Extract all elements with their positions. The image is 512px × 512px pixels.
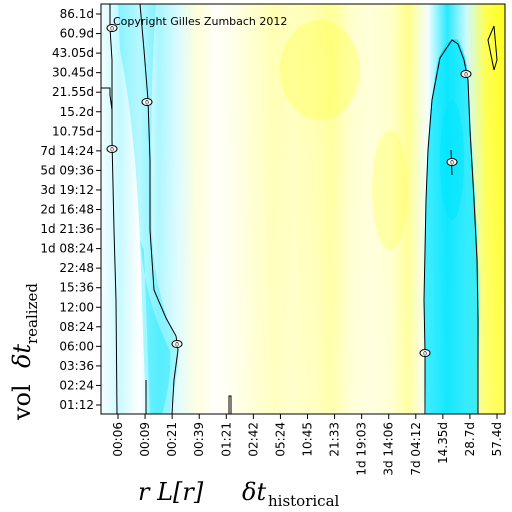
y-axis-title-symbol: δt bbox=[8, 344, 36, 368]
x-axis-title-symbol: δt bbox=[242, 478, 266, 506]
y-axis-title-subscript: realized bbox=[23, 283, 41, 344]
copyright-annotation: Copyright Gilles Zumbach 2012 bbox=[113, 15, 287, 28]
x-axis-title-subscript: historical bbox=[268, 492, 340, 510]
x-tick-label: 28.7d bbox=[463, 422, 477, 456]
x-tick-label: 7d 04:12 bbox=[409, 422, 423, 476]
contour-label bbox=[141, 98, 153, 106]
contour-label bbox=[446, 158, 458, 166]
y-tick-label: 02:24 bbox=[59, 378, 94, 392]
y-tick-label: 60.9d bbox=[60, 27, 94, 41]
contour-label bbox=[460, 70, 472, 78]
y-tick-label: 08:24 bbox=[59, 320, 94, 334]
y-tick-label: 15:36 bbox=[59, 281, 94, 295]
x-tick-label: 00:09 bbox=[138, 422, 152, 457]
y-tick-label: 43.05d bbox=[52, 46, 94, 60]
y-tick-label: 06:00 bbox=[59, 339, 94, 353]
x-tick-label: 00:06 bbox=[111, 422, 125, 457]
x-tick-label: 01:21 bbox=[219, 422, 233, 457]
y-axis: 01:12 02:24 03:36 06:00 08:24 12:00 15:36 22:48… bbox=[40, 7, 101, 412]
contour-label-text: 0 bbox=[464, 72, 468, 79]
y-tick-label: 21.55d bbox=[52, 85, 94, 99]
contour-line bbox=[101, 87, 113, 111]
y-tick-label: 3d 19:12 bbox=[40, 183, 94, 197]
contour-markers: 0 0 0 0 0 0 0 bbox=[106, 24, 472, 358]
contour-label bbox=[106, 145, 118, 153]
x-tick-label: 3d 14:06 bbox=[382, 422, 396, 476]
y-tick-label: 1d 21:36 bbox=[40, 222, 94, 236]
y-tick-label: 15.2d bbox=[60, 105, 94, 119]
contour-label-text: 0 bbox=[450, 160, 454, 167]
contour-region-left-core bbox=[140, 240, 171, 414]
y-tick-label: 86.1d bbox=[60, 7, 94, 21]
contour-label-text: 0 bbox=[110, 26, 114, 33]
y-tick-label: 10.75d bbox=[52, 124, 94, 138]
x-tick-label: 14.35d bbox=[436, 422, 450, 464]
y-tick-label: 2d 16:48 bbox=[40, 203, 94, 217]
contour-label-text: 0 bbox=[175, 342, 179, 349]
x-axis-title: r L[r] δt historical bbox=[138, 478, 340, 510]
x-tick-label: 57.4d bbox=[490, 422, 504, 456]
y-tick-label: 5d 09:36 bbox=[40, 163, 94, 177]
heatmap-hotspot bbox=[372, 130, 408, 250]
y-tick-label: 22:48 bbox=[59, 261, 94, 275]
contour-line bbox=[423, 39, 479, 414]
y-tick-label: 01:12 bbox=[59, 398, 94, 412]
y-tick-label: 30.45d bbox=[52, 66, 94, 80]
x-tick-label: 02:42 bbox=[246, 422, 260, 457]
x-tick-label: 05:24 bbox=[273, 422, 287, 457]
x-tick-label: 00:39 bbox=[192, 422, 206, 457]
y-tick-label: 1d 08:24 bbox=[40, 242, 94, 256]
contour-line bbox=[228, 395, 232, 414]
x-axis-title-prefix: r L[r] bbox=[138, 478, 204, 506]
x-tick-label: 10:45 bbox=[301, 422, 315, 457]
heatmap-hotspot bbox=[280, 20, 360, 120]
x-tick-label: 21:33 bbox=[328, 422, 342, 457]
contour-line bbox=[139, 4, 179, 414]
y-tick-label: 7d 14:24 bbox=[40, 144, 94, 158]
y-tick-label: 03:36 bbox=[59, 359, 94, 373]
x-axis: 00:06 00:09 00:21 00:39 01:21 02:42 05:24 10:45… bbox=[111, 414, 504, 476]
contour-line bbox=[487, 25, 498, 71]
contour-label bbox=[171, 340, 183, 348]
contour-label bbox=[419, 349, 431, 357]
y-tick-label: 12:00 bbox=[59, 300, 94, 314]
y-axis-title: vol δt realized bbox=[8, 283, 41, 421]
contour-label-text: 0 bbox=[110, 147, 114, 154]
x-tick-label: 00:21 bbox=[165, 422, 179, 457]
contour-region-right bbox=[424, 39, 479, 414]
contour-label-text: 0 bbox=[145, 100, 149, 107]
contour-label-text: 0 bbox=[423, 351, 427, 358]
contour-label bbox=[106, 24, 118, 32]
y-axis-title-prefix: vol bbox=[8, 384, 36, 421]
x-tick-label: 1d 19:03 bbox=[355, 422, 369, 476]
